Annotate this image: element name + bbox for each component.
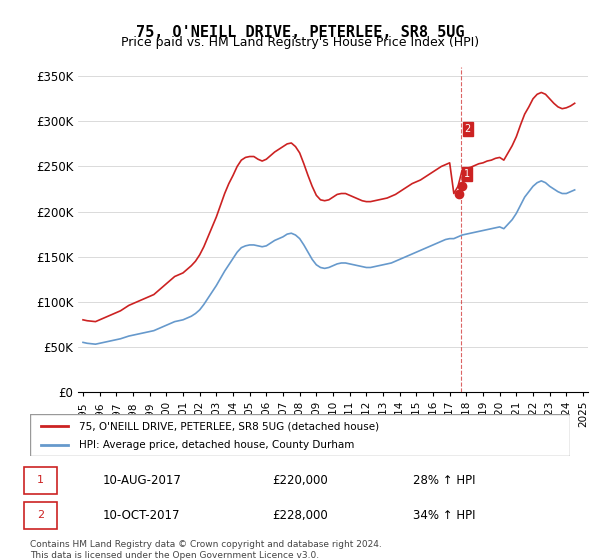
Text: HPI: Average price, detached house, County Durham: HPI: Average price, detached house, Coun… (79, 440, 354, 450)
Text: 75, O'NEILL DRIVE, PETERLEE, SR8 5UG: 75, O'NEILL DRIVE, PETERLEE, SR8 5UG (136, 25, 464, 40)
Text: 28% ↑ HPI: 28% ↑ HPI (413, 474, 475, 487)
Text: 2: 2 (37, 510, 44, 520)
Text: 2: 2 (464, 124, 471, 134)
Text: 34% ↑ HPI: 34% ↑ HPI (413, 508, 475, 522)
Text: 1: 1 (464, 169, 470, 179)
Text: £220,000: £220,000 (272, 474, 328, 487)
Text: 75, O'NEILL DRIVE, PETERLEE, SR8 5UG (detached house): 75, O'NEILL DRIVE, PETERLEE, SR8 5UG (de… (79, 421, 379, 431)
Text: 1: 1 (37, 475, 44, 485)
FancyBboxPatch shape (30, 414, 570, 456)
Text: Price paid vs. HM Land Registry's House Price Index (HPI): Price paid vs. HM Land Registry's House … (121, 36, 479, 49)
Text: 10-AUG-2017: 10-AUG-2017 (103, 474, 181, 487)
Text: Contains HM Land Registry data © Crown copyright and database right 2024.
This d: Contains HM Land Registry data © Crown c… (30, 540, 382, 560)
Text: 10-OCT-2017: 10-OCT-2017 (103, 508, 180, 522)
FancyBboxPatch shape (23, 467, 58, 493)
Text: £228,000: £228,000 (272, 508, 328, 522)
FancyBboxPatch shape (23, 502, 58, 529)
